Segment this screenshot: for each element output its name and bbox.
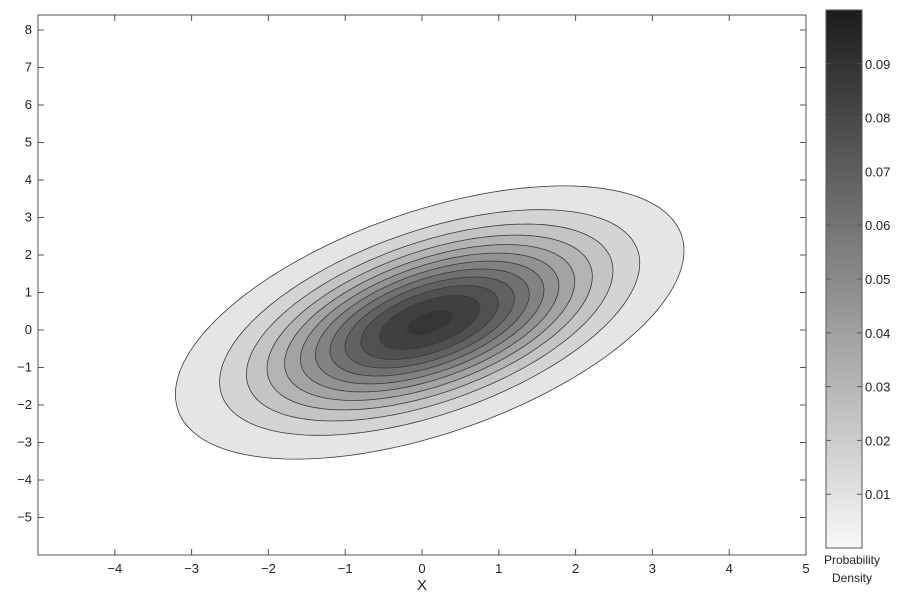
x-tick-label: −2 — [261, 561, 276, 576]
colorbar-tick-label: 0.03 — [865, 380, 890, 395]
x-tick-label: 1 — [495, 561, 502, 576]
x-axis-title: X — [417, 577, 427, 594]
colorbar-tick-label: 0.02 — [865, 433, 890, 448]
y-axis-ticks: −5 −4 −3 −2 −1 0 1 2 3 4 5 6 7 8 — [17, 22, 806, 525]
y-tick-label: 1 — [25, 285, 32, 300]
x-tick-label: 0 — [418, 561, 425, 576]
colorbar: 0.01 0.02 0.03 0.04 0.05 0.06 0.07 0.08 0.09 Pro… — [824, 9, 890, 585]
y-tick-label: 6 — [25, 97, 32, 112]
x-tick-label: 3 — [649, 561, 656, 576]
y-tick-label: 5 — [25, 135, 32, 150]
x-tick-label: 5 — [802, 561, 809, 576]
x-axis-ticks: −4 −3 −2 −1 0 1 2 3 4 5 — [107, 15, 810, 576]
y-tick-label: 3 — [25, 210, 32, 225]
plot-area: −4 −3 −2 −1 0 1 2 3 4 5 −5 −4 −3 −2 −1 0 1 2 3 4 5 6 7 8 — [17, 14, 810, 576]
colorbar-tick-label: 0.06 — [865, 218, 890, 233]
y-tick-label: −1 — [17, 360, 32, 375]
x-tick-label: 4 — [726, 561, 733, 576]
colorbar-gradient — [825, 9, 863, 549]
x-tick-label: −1 — [338, 561, 353, 576]
y-tick-label: 7 — [25, 60, 32, 75]
colorbar-tick-label: 0.04 — [865, 326, 890, 341]
y-tick-label: 2 — [25, 247, 32, 262]
y-tick-label: −3 — [17, 435, 32, 450]
y-tick-label: 8 — [25, 22, 32, 37]
y-tick-label: −4 — [17, 472, 32, 487]
colorbar-tick-label: 0.07 — [865, 164, 890, 179]
colorbar-tick-label: 0.05 — [865, 272, 890, 287]
colorbar-tick-label: 0.08 — [865, 111, 890, 126]
colorbar-label-line2: Density — [832, 571, 872, 585]
contour-fills — [174, 185, 685, 460]
colorbar-tick-label: 0.01 — [865, 487, 890, 502]
y-tick-label: −5 — [17, 510, 32, 525]
contour-band — [406, 309, 453, 336]
y-tick-label: −2 — [17, 397, 32, 412]
colorbar-label-line1: Probability — [824, 553, 880, 567]
x-tick-label: −3 — [184, 561, 199, 576]
colorbar-tick-label: 0.09 — [865, 57, 890, 72]
y-tick-label: 4 — [25, 172, 32, 187]
colorbar-ticks: 0.01 0.02 0.03 0.04 0.05 0.06 0.07 0.08 0.09 — [826, 57, 890, 502]
x-tick-label: 2 — [572, 561, 579, 576]
x-tick-label: −4 — [107, 561, 122, 576]
y-tick-label: 0 — [25, 322, 32, 337]
